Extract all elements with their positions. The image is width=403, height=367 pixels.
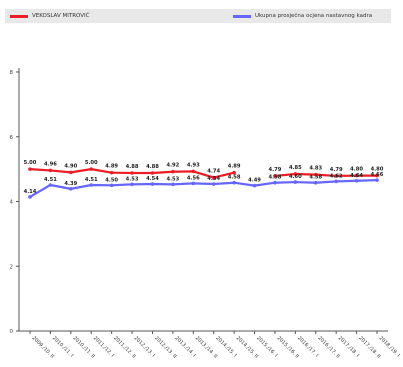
series-2-point xyxy=(109,183,114,188)
series-1-data-label: 4.80 xyxy=(350,167,363,173)
series-1-data-label: 5.00 xyxy=(85,160,98,166)
series-2-data-label: 4.39 xyxy=(64,181,77,187)
legend-swatch-series-1 xyxy=(10,14,28,18)
legend-item-series-1: VEKOSLAV MITROVIĆ xyxy=(10,9,89,23)
series-2-point xyxy=(150,182,155,186)
series-1-point xyxy=(354,173,359,178)
y-tick-label: 2 xyxy=(10,264,14,270)
series-2-data-label: 4.51 xyxy=(85,177,98,183)
series-1-point xyxy=(48,168,53,173)
series-1-point xyxy=(28,167,32,171)
series-2-data-label: 4.56 xyxy=(187,175,200,181)
y-tick-label: 8 xyxy=(10,70,14,76)
series-2-point xyxy=(293,180,298,184)
legend-label-series-2: Ukupna prosječna ocjena nastavnog kadra xyxy=(255,13,373,19)
series-1-point xyxy=(334,174,338,178)
series-1-point xyxy=(313,172,318,177)
series-1-data-label: 4.89 xyxy=(228,164,241,170)
series-2-data-label: 4.54 xyxy=(146,176,159,182)
series-1-point xyxy=(293,172,298,176)
y-tick-label: 4 xyxy=(10,200,14,206)
series-1-point xyxy=(130,171,134,175)
series-1-point xyxy=(69,170,73,175)
series-2-data-label: 4.60 xyxy=(289,174,302,180)
series-1-data-label: 4.83 xyxy=(309,166,322,172)
series-2-point xyxy=(334,179,338,184)
series-2-point xyxy=(191,181,196,186)
series-2-point xyxy=(232,180,236,185)
series-1-point xyxy=(191,169,196,174)
series-1-data-label: 4.92 xyxy=(166,163,179,169)
series-2-data-label: 4.66 xyxy=(371,172,384,178)
series-1-point xyxy=(211,175,216,180)
series-2-data-label: 4.53 xyxy=(166,176,179,182)
series-1-point xyxy=(89,167,94,171)
legend-item-series-2: Ukupna prosječna ocjena nastavnog kadra xyxy=(233,9,372,23)
series-2-point xyxy=(273,180,277,185)
y-tick-label: 0 xyxy=(10,329,14,335)
series-2-point xyxy=(252,183,257,188)
series-1-point xyxy=(273,174,277,178)
series-2-data-label: 4.58 xyxy=(228,175,241,181)
series-2-point xyxy=(171,182,175,187)
series-2-data-label: 4.58 xyxy=(269,175,282,181)
series-1-data-label: 5.00 xyxy=(24,160,37,166)
series-1-point xyxy=(171,169,175,174)
series-1-point xyxy=(109,170,114,175)
legend-label-series-1: VEKOSLAV MITROVIĆ xyxy=(32,13,90,19)
series-2-point xyxy=(69,187,73,191)
series-2-point xyxy=(130,182,134,187)
series-2-point xyxy=(28,195,32,199)
series-1-data-label: 4.88 xyxy=(126,164,139,170)
legend: VEKOSLAV MITROVIĆ Ukupna prosječna ocjen… xyxy=(5,9,391,23)
series-2-point xyxy=(313,180,318,185)
series-1-point xyxy=(150,171,155,175)
series-2-point xyxy=(48,183,53,187)
series-1-data-label: 4.96 xyxy=(44,161,57,167)
series-1-point xyxy=(232,170,236,175)
series-2-data-label: 4.64 xyxy=(350,173,363,179)
series-2-point xyxy=(89,183,94,187)
series-1-data-label: 4.93 xyxy=(187,162,200,168)
series-1-data-label: 4.74 xyxy=(207,169,220,175)
series-1-data-label: 4.89 xyxy=(105,164,118,170)
series-2-data-label: 4.51 xyxy=(44,177,57,183)
series-2-data-label: 4.53 xyxy=(126,176,139,182)
series-1-data-label: 4.80 xyxy=(371,167,384,173)
series-2-data-label: 4.50 xyxy=(105,177,118,183)
series-1-data-label: 4.79 xyxy=(269,167,282,173)
series-2-point xyxy=(375,178,379,182)
series-2-data-label: 4.58 xyxy=(309,175,322,181)
series-1-data-label: 4.88 xyxy=(146,164,159,170)
series-1-data-label: 4.79 xyxy=(330,167,343,173)
series-1-line xyxy=(274,172,377,178)
series-2-data-label: 4.14 xyxy=(24,189,37,195)
series-2-point xyxy=(211,182,216,186)
series-2-point xyxy=(354,178,359,183)
y-tick-label: 6 xyxy=(10,135,14,141)
series-1-data-label: 4.90 xyxy=(64,163,77,169)
series-2-data-label: 4.49 xyxy=(248,178,261,184)
legend-swatch-series-2 xyxy=(233,14,251,18)
series-2-data-label: 4.62 xyxy=(330,173,343,179)
series-2-data-label: 4.54 xyxy=(207,176,220,182)
series-1-point xyxy=(375,173,379,178)
series-1-data-label: 4.85 xyxy=(289,165,302,171)
series-2-line xyxy=(29,179,378,198)
